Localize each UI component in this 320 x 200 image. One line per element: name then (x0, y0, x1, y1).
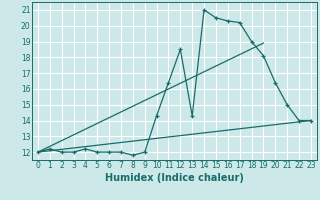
X-axis label: Humidex (Indice chaleur): Humidex (Indice chaleur) (105, 173, 244, 183)
